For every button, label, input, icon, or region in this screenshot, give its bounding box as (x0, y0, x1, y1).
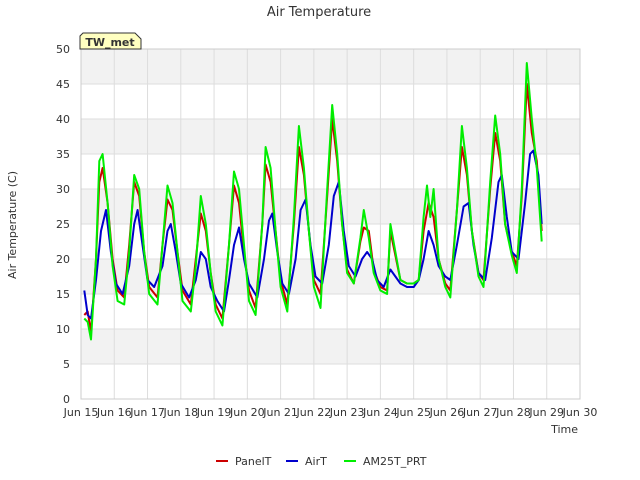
y-tick-label: 35 (56, 148, 70, 161)
station-badge-box (79, 32, 142, 50)
y-tick-label: 50 (56, 43, 70, 56)
x-tick-label: Jun 21 (262, 406, 298, 419)
x-tick-label: Jun 28 (495, 406, 531, 419)
plot-band (81, 49, 580, 84)
plot-band (81, 329, 580, 364)
y-axis-label: Air Temperature (C) (6, 171, 19, 279)
chart-title: Air Temperature (267, 5, 371, 20)
x-axis-label: Time (550, 423, 578, 436)
x-tick-label: Jun 16 (96, 406, 132, 419)
x-tick-label: Jun 15 (63, 406, 99, 419)
y-axis-tick-labels: 0 5 10 15 20 25 30 35 40 45 50 (56, 43, 70, 406)
x-tick-label: Jun 29 (528, 406, 564, 419)
x-tick-label: Jun 22 (296, 406, 332, 419)
y-tick-label: 20 (56, 253, 70, 266)
y-tick-label: 10 (56, 323, 70, 336)
y-tick-label: 5 (63, 358, 70, 371)
legend: PanelT AirT AM25T_PRT (216, 455, 427, 468)
y-tick-label: 45 (56, 78, 70, 91)
x-tick-label: Jun 30 (562, 406, 598, 419)
plot-band (81, 259, 580, 294)
y-tick-label: 40 (56, 113, 70, 126)
plot-band (81, 364, 580, 399)
x-tick-label: Jun 20 (229, 406, 265, 419)
x-tick-label: Jun 24 (362, 406, 398, 419)
y-tick-label: 30 (56, 183, 70, 196)
x-tick-label: Jun 25 (395, 406, 431, 419)
legend-label: PanelT (235, 455, 272, 468)
station-badge-label: TW_met (85, 36, 134, 49)
plot-band (81, 294, 580, 329)
x-tick-label: Jun 17 (129, 406, 165, 419)
plot-band (81, 84, 580, 119)
x-tick-label: Jun 27 (462, 406, 498, 419)
x-tick-label: Jun 19 (196, 406, 232, 419)
series-line-am25t-prt (83, 62, 543, 341)
legend-item: AirT (286, 455, 327, 468)
x-tick-label: Jun 26 (429, 406, 465, 419)
x-tick-label: Jun 18 (162, 406, 198, 419)
y-tick-label: 15 (56, 288, 70, 301)
legend-label: AM25T_PRT (363, 455, 427, 468)
legend-item: AM25T_PRT (344, 455, 427, 468)
legend-item: PanelT (216, 455, 272, 468)
plot-frame (80, 48, 581, 400)
legend-label: AirT (305, 455, 327, 468)
y-tick-label: 0 (63, 393, 70, 406)
y-tick-label: 25 (56, 218, 70, 231)
series-lines (83, 62, 543, 341)
station-badge: TW_met (79, 32, 142, 50)
x-tick-label: Jun 23 (329, 406, 365, 419)
